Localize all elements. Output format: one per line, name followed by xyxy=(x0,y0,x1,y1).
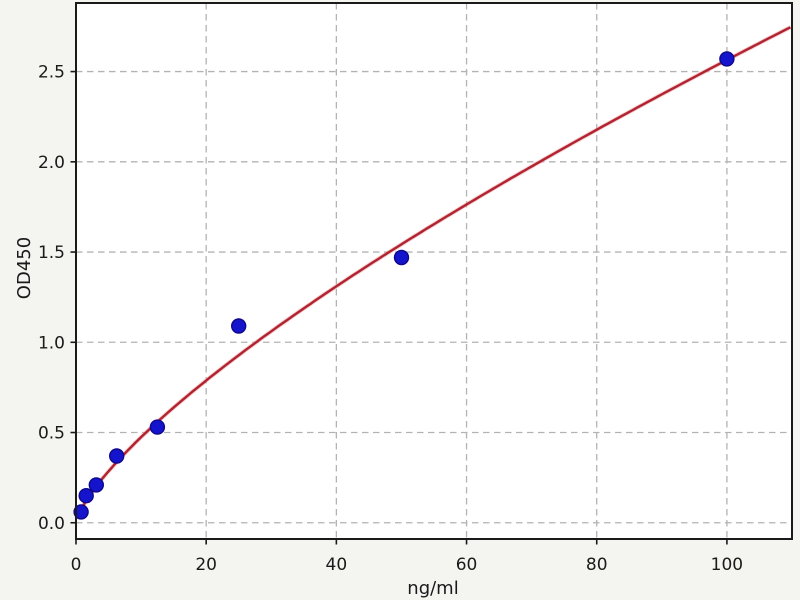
fit-curve xyxy=(76,25,792,518)
x-tick-label: 0 xyxy=(71,555,82,575)
data-point xyxy=(78,488,94,504)
tick-marks xyxy=(70,70,728,545)
data-point xyxy=(393,249,410,266)
data-point xyxy=(88,477,105,493)
y-tick-label: 2.5 xyxy=(38,63,65,83)
x-tick-labels: 0 20 40 60 80 100 xyxy=(71,555,744,575)
data-point xyxy=(230,318,247,334)
data-point xyxy=(73,504,89,520)
y-tick-label: 0.0 xyxy=(38,514,65,534)
plot-area xyxy=(76,3,792,539)
axes-frame xyxy=(75,2,793,540)
y-tick-label: 0.5 xyxy=(38,424,65,444)
y-tick-label: 1.0 xyxy=(38,333,65,353)
x-tick-label: 80 xyxy=(586,555,608,575)
y-tick-label: 2.0 xyxy=(38,153,65,173)
x-tick-label: 60 xyxy=(456,555,478,575)
x-tick-label: 20 xyxy=(195,555,217,575)
gridlines xyxy=(76,3,792,539)
data-point xyxy=(719,51,735,67)
data-points xyxy=(73,51,735,520)
x-tick-label: 40 xyxy=(326,555,348,575)
y-tick-labels: 0.0 0.5 1.0 1.5 2.0 2.5 xyxy=(38,63,65,534)
data-point xyxy=(149,419,166,435)
y-tick-label: 1.5 xyxy=(38,243,65,263)
y-axis-label: OD450 xyxy=(14,237,35,299)
x-axis-label: ng/ml xyxy=(407,578,458,599)
data-point xyxy=(108,448,125,464)
x-tick-label: 100 xyxy=(711,555,743,575)
